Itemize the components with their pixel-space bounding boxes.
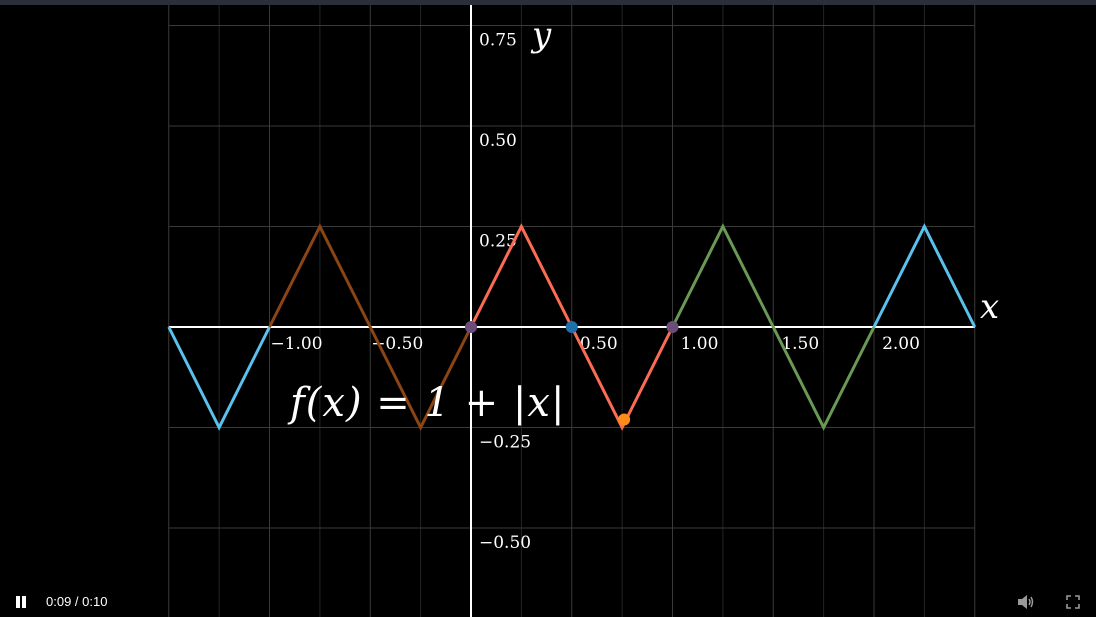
pause-bar-left xyxy=(16,596,20,608)
x-tick-label: 1.00 xyxy=(681,334,719,354)
volume-icon[interactable] xyxy=(1016,594,1034,610)
series-line xyxy=(671,223,876,431)
y-axis-label: y xyxy=(530,15,552,55)
y-tick-label: −0.50 xyxy=(479,533,531,553)
y-tick-label: 0.75 xyxy=(479,31,517,51)
y-tick-label: −0.25 xyxy=(479,433,531,453)
video-controls: 0:09 / 0:10 xyxy=(0,588,1096,617)
pause-bar-right xyxy=(22,596,26,608)
data-point xyxy=(666,321,679,333)
formula-annotation: f(x) = 1 + |x| xyxy=(290,380,566,426)
fullscreen-icon[interactable] xyxy=(1066,595,1080,609)
x-tick-label: 2.00 xyxy=(882,334,920,354)
x-tick-label: 1.50 xyxy=(781,334,819,354)
x-tick-label: 0.50 xyxy=(580,334,618,354)
time-display: 0:09 / 0:10 xyxy=(46,594,108,609)
series-line xyxy=(167,326,271,431)
pause-icon[interactable] xyxy=(14,595,28,609)
data-point xyxy=(465,321,477,333)
x-axis-label: x xyxy=(980,287,999,327)
top-bar xyxy=(0,0,1096,5)
points-group xyxy=(465,321,679,426)
data-point xyxy=(565,321,578,333)
tick-labels: −1.00 −0.50 0.50 1.00 1.50 2.00 0.75 0.50 0.25 −0… xyxy=(270,31,919,554)
x-tick-label: −0.50 xyxy=(371,334,423,354)
grid xyxy=(168,5,976,617)
series-line xyxy=(872,223,977,328)
y-tick-label: 0.50 xyxy=(479,131,517,151)
series-line xyxy=(268,223,473,431)
y-tick-label: 0.25 xyxy=(479,232,517,252)
data-point xyxy=(618,413,631,426)
x-tick-label: −1.00 xyxy=(270,334,322,354)
